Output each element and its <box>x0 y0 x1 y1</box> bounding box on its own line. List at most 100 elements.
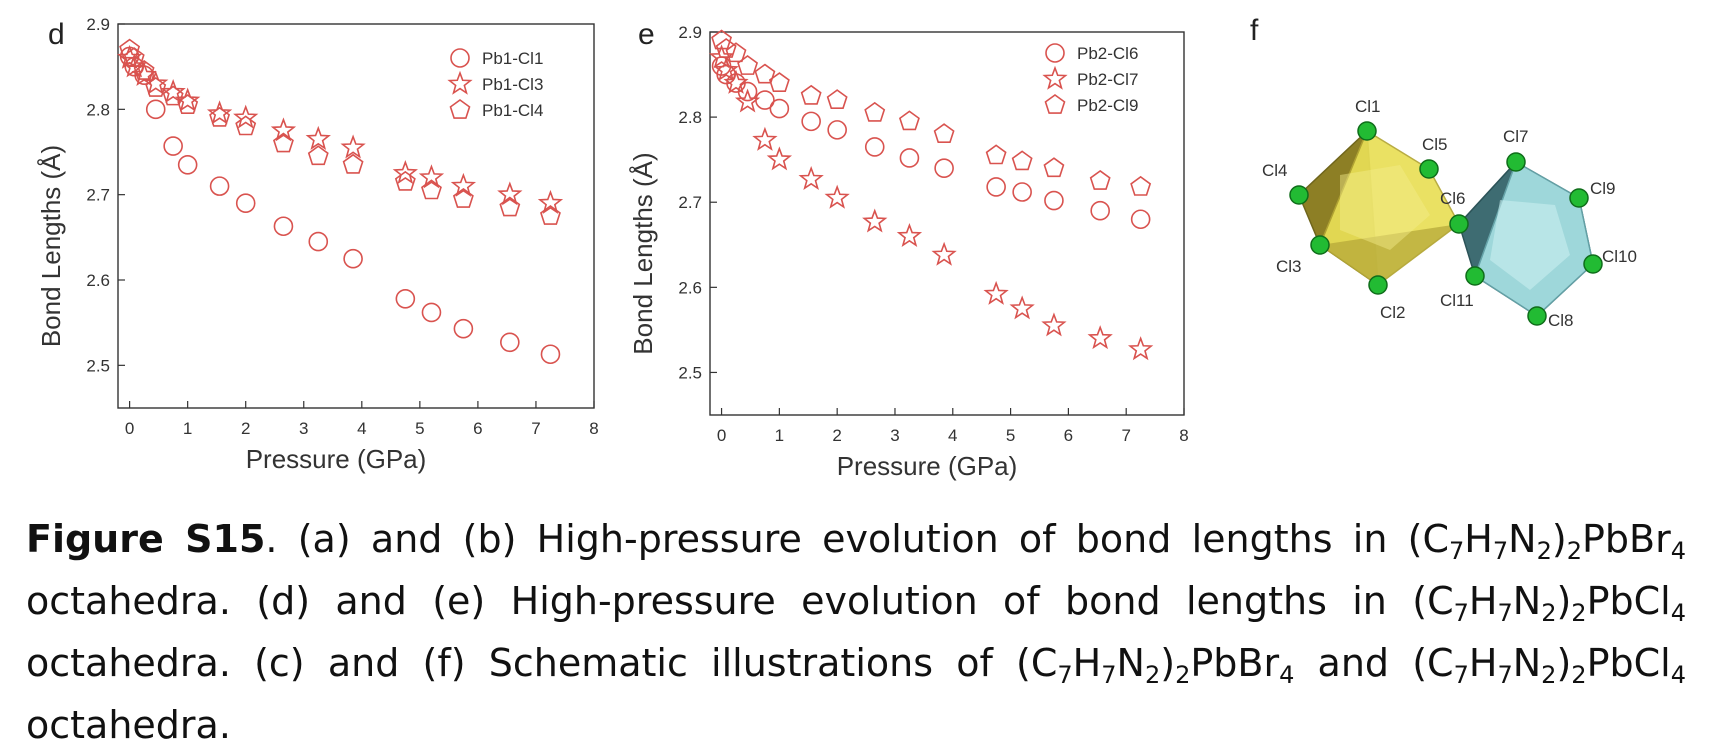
x-tick-label: 7 <box>1121 426 1130 445</box>
atom-cl6 <box>1449 214 1469 234</box>
data-point <box>500 332 520 353</box>
data-point <box>143 70 169 95</box>
x-tick-label: 1 <box>183 419 192 438</box>
y-tick-label: 2.5 <box>86 356 110 375</box>
caption-text: H <box>1468 579 1498 623</box>
atom-cl2 <box>1368 275 1388 295</box>
caption-sub: 2 <box>1571 599 1587 627</box>
data-point <box>162 85 184 106</box>
caption-sub: 7 <box>1492 537 1509 565</box>
caption-text: N <box>1508 517 1537 561</box>
caption-sub: 4 <box>1670 537 1686 565</box>
x-tick-label: 6 <box>1064 426 1073 445</box>
atom-label-cl9: Cl9 <box>1590 179 1616 198</box>
data-point <box>931 241 957 266</box>
caption-sub: 4 <box>1279 661 1295 689</box>
caption-text: and (C <box>1294 641 1454 685</box>
y-tick-label: 2.8 <box>678 108 702 127</box>
atoms <box>1289 121 1603 326</box>
y-tick-label: 2.5 <box>678 363 702 382</box>
atom-cl5 <box>1419 159 1439 179</box>
data-point <box>273 216 294 237</box>
data-point <box>862 208 888 233</box>
octahedron-left-face-lower <box>1320 224 1459 285</box>
data-point <box>766 146 793 171</box>
atom-cl11 <box>1465 266 1485 286</box>
caption-sub: 7 <box>1453 599 1469 627</box>
data-point <box>826 89 848 109</box>
octahedron-right-inner <box>1490 200 1570 290</box>
data-point <box>1087 325 1113 350</box>
y-tick-label: 2.8 <box>86 100 110 119</box>
atom-cl4 <box>1289 185 1309 205</box>
data-point <box>133 59 155 80</box>
data-point <box>119 38 141 59</box>
atom-cl3 <box>1310 235 1330 255</box>
data-point <box>272 132 294 153</box>
legend-label: Pb1-Cl1 <box>482 49 543 68</box>
caption-sub: 2 <box>1566 537 1582 565</box>
caption-text: PbBr <box>1190 641 1280 685</box>
atom-label-cl5: Cl5 <box>1422 135 1448 154</box>
data-point <box>343 248 363 269</box>
x-tick-label: 0 <box>125 419 134 438</box>
data-point <box>177 94 199 114</box>
figure-canvas: d 0 1 2 3 4 5 6 7 8 2.5 2.6 2.7 2.8 2.9 Pressure (GPa)… <box>36 14 1637 481</box>
x-tick-label: 3 <box>890 426 899 445</box>
data-point <box>145 77 167 97</box>
legend-label: Pb2-Cl7 <box>1077 70 1138 89</box>
caption-text: octahedra. <box>26 703 231 747</box>
atom-label-cl10: Cl10 <box>1602 247 1637 266</box>
caption-sub: 4 <box>1670 661 1686 689</box>
data-point <box>394 170 416 191</box>
data-point <box>123 47 145 68</box>
data-point <box>1041 312 1067 337</box>
data-point <box>725 42 747 63</box>
data-point <box>737 55 759 75</box>
data-point <box>752 126 778 151</box>
x-tick-label: 8 <box>1179 426 1188 445</box>
data-point <box>392 160 418 185</box>
legend-marker <box>449 99 471 119</box>
y-tick-label: 2.7 <box>678 193 702 212</box>
plot-frame <box>709 31 1185 416</box>
atom-label-cl7: Cl7 <box>1503 127 1529 146</box>
x-tick-label: 2 <box>832 426 841 445</box>
data-point <box>1130 209 1151 230</box>
data-point <box>1044 190 1064 211</box>
data-point <box>177 155 198 175</box>
atom-cl10 <box>1583 254 1603 274</box>
data-point <box>145 99 166 120</box>
data-point <box>827 120 847 140</box>
data-point <box>453 318 474 339</box>
octahedron-right <box>1458 160 1594 317</box>
x-tick-label: 7 <box>531 419 540 438</box>
caption-sub: 2 <box>1144 661 1161 689</box>
data-point <box>499 196 521 217</box>
data-point <box>340 134 366 159</box>
data-point <box>235 115 257 136</box>
panel-label-f: f <box>1250 14 1259 47</box>
caption-text: H <box>1468 641 1498 685</box>
caption-sub: 4 <box>1670 599 1686 627</box>
chart-e: e 0 1 2 3 4 5 6 7 8 2.5 2.6 2.7 2.8 2.9 Pressure (GPa)… <box>628 18 1189 481</box>
data-point <box>899 148 920 168</box>
x-tick-label: 4 <box>357 419 366 438</box>
data-point <box>864 101 886 122</box>
data-point <box>723 69 749 94</box>
caption-text: N <box>1512 579 1542 623</box>
data-point <box>1127 336 1154 361</box>
data-point <box>395 288 416 309</box>
caption-sub: 2 <box>1175 661 1191 689</box>
data-point <box>1012 182 1032 202</box>
atom-cl8 <box>1527 306 1547 326</box>
data-point <box>713 57 739 82</box>
data-point <box>1090 200 1110 221</box>
data-point <box>768 72 790 92</box>
panel-label-d: d <box>48 18 65 51</box>
data-point <box>985 144 1007 165</box>
caption-sub: 7 <box>1449 537 1465 565</box>
chart-d-plot: 0 1 2 3 4 5 6 7 8 2.5 2.6 2.7 2.8 2.9 Pressure (GPa) Bo… <box>36 15 599 474</box>
y-tick-label: 2.6 <box>678 278 702 297</box>
atom-label-cl6: Cl6 <box>1440 189 1466 208</box>
